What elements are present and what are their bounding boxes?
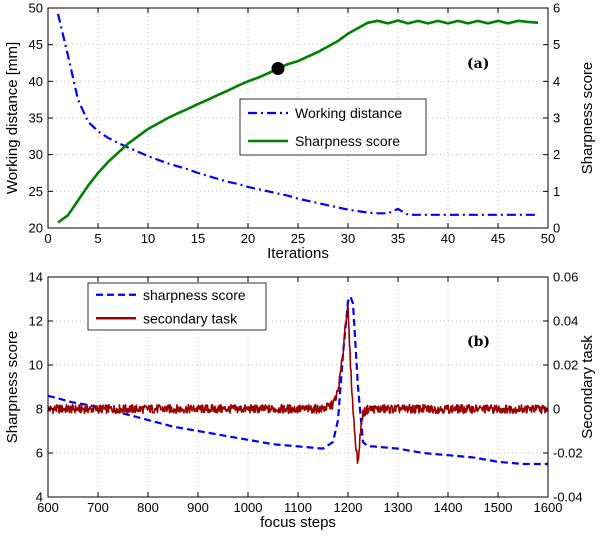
x-axis-label: focus steps bbox=[260, 514, 336, 531]
legend: sharpness score secondary task bbox=[87, 282, 267, 331]
series-line-0 bbox=[56, 13, 538, 216]
y-tick-label: 40 bbox=[29, 74, 43, 89]
x-tick-label: 20 bbox=[241, 231, 255, 246]
y-tick-label: 8 bbox=[36, 402, 43, 417]
series-line-0 bbox=[47, 295, 548, 466]
x-tick-label: 50 bbox=[541, 231, 555, 246]
panel-label: (a) bbox=[467, 56, 489, 72]
y-tick-label: 10 bbox=[29, 358, 43, 373]
y-tick-label: 45 bbox=[29, 37, 43, 52]
y-right-tick-label: 2 bbox=[553, 147, 560, 162]
y-right-tick-label: 0.06 bbox=[553, 270, 578, 285]
y-tick-label: 30 bbox=[29, 147, 43, 162]
x-tick-label: 25 bbox=[291, 231, 305, 246]
x-tick-label: 800 bbox=[137, 500, 159, 515]
x-tick-label: 1000 bbox=[234, 500, 263, 515]
x-tick-label: 1300 bbox=[384, 500, 413, 515]
x-tick-label: 35 bbox=[391, 231, 405, 246]
x-tick-label: 1200 bbox=[334, 500, 363, 515]
y-axis-label: Working distance [mm] bbox=[4, 42, 21, 194]
x-tick-label: 15 bbox=[191, 231, 205, 246]
x-tick-label: 600 bbox=[37, 500, 59, 515]
y-tick-label: 14 bbox=[29, 270, 43, 285]
marker-point bbox=[271, 62, 285, 75]
legend-box bbox=[239, 98, 427, 156]
legend-label: secondary task bbox=[143, 310, 238, 326]
legend-label: sharpness score bbox=[143, 287, 246, 303]
y-tick-label: 12 bbox=[29, 314, 43, 329]
x-tick-label: 1100 bbox=[284, 500, 312, 515]
y-axis-label-right: Sharpness score bbox=[579, 62, 596, 175]
y-right-tick-label: 4 bbox=[553, 74, 560, 89]
x-tick-label: 0 bbox=[44, 231, 51, 246]
series-line-1 bbox=[47, 305, 549, 465]
y-axis-label: Sharpness score bbox=[4, 331, 21, 444]
y-right-tick-label: 0 bbox=[553, 402, 560, 417]
x-tick-label: 1500 bbox=[484, 500, 513, 515]
y-right-tick-label: -0.04 bbox=[553, 490, 583, 505]
legend-box bbox=[87, 282, 267, 331]
x-tick-label: 5 bbox=[94, 231, 101, 246]
panel-label: (b) bbox=[467, 334, 490, 350]
legend: Working distance Sharpness score bbox=[239, 98, 427, 156]
y-right-tick-label: 0 bbox=[553, 221, 560, 236]
y-tick-label: 4 bbox=[36, 490, 43, 505]
y-tick-label: 6 bbox=[36, 446, 43, 461]
y-tick-label: 35 bbox=[29, 111, 43, 126]
panel-a-chart: 0 5 10 15 20 25 30 35 40 45 5020253035404550012345… bbox=[4, 1, 596, 263]
y-tick-label: 50 bbox=[29, 1, 43, 16]
y-tick-label: 25 bbox=[29, 184, 43, 199]
x-tick-label: 10 bbox=[141, 231, 155, 246]
x-tick-label: 1400 bbox=[434, 500, 463, 515]
panel-b-chart: 600 700 800 900 1000 1100 1200 1300 1400 1500 1600… bbox=[4, 270, 596, 532]
x-axis-label: Iterations bbox=[267, 245, 329, 262]
x-tick-label: 1600 bbox=[534, 500, 563, 515]
y-tick-label: 20 bbox=[29, 221, 43, 236]
x-tick-label: 900 bbox=[187, 500, 209, 515]
legend-label: Working distance bbox=[295, 105, 402, 121]
series-line-1 bbox=[57, 19, 539, 224]
x-tick-label: 40 bbox=[441, 231, 455, 246]
y-right-tick-label: 5 bbox=[553, 37, 560, 52]
y-right-tick-label: -0.02 bbox=[553, 446, 583, 461]
x-tick-label: 700 bbox=[87, 500, 109, 515]
x-tick-label: 30 bbox=[341, 231, 355, 246]
x-tick-label: 45 bbox=[491, 231, 505, 246]
y-axis-label-right: Secondary task bbox=[579, 335, 596, 439]
y-right-tick-label: 0.02 bbox=[553, 358, 578, 373]
y-right-tick-label: 3 bbox=[553, 111, 560, 126]
y-right-tick-label: 6 bbox=[553, 1, 560, 16]
legend-label: Sharpness score bbox=[295, 133, 400, 149]
y-right-tick-label: 0.04 bbox=[553, 314, 578, 329]
y-right-tick-label: 1 bbox=[553, 184, 560, 199]
